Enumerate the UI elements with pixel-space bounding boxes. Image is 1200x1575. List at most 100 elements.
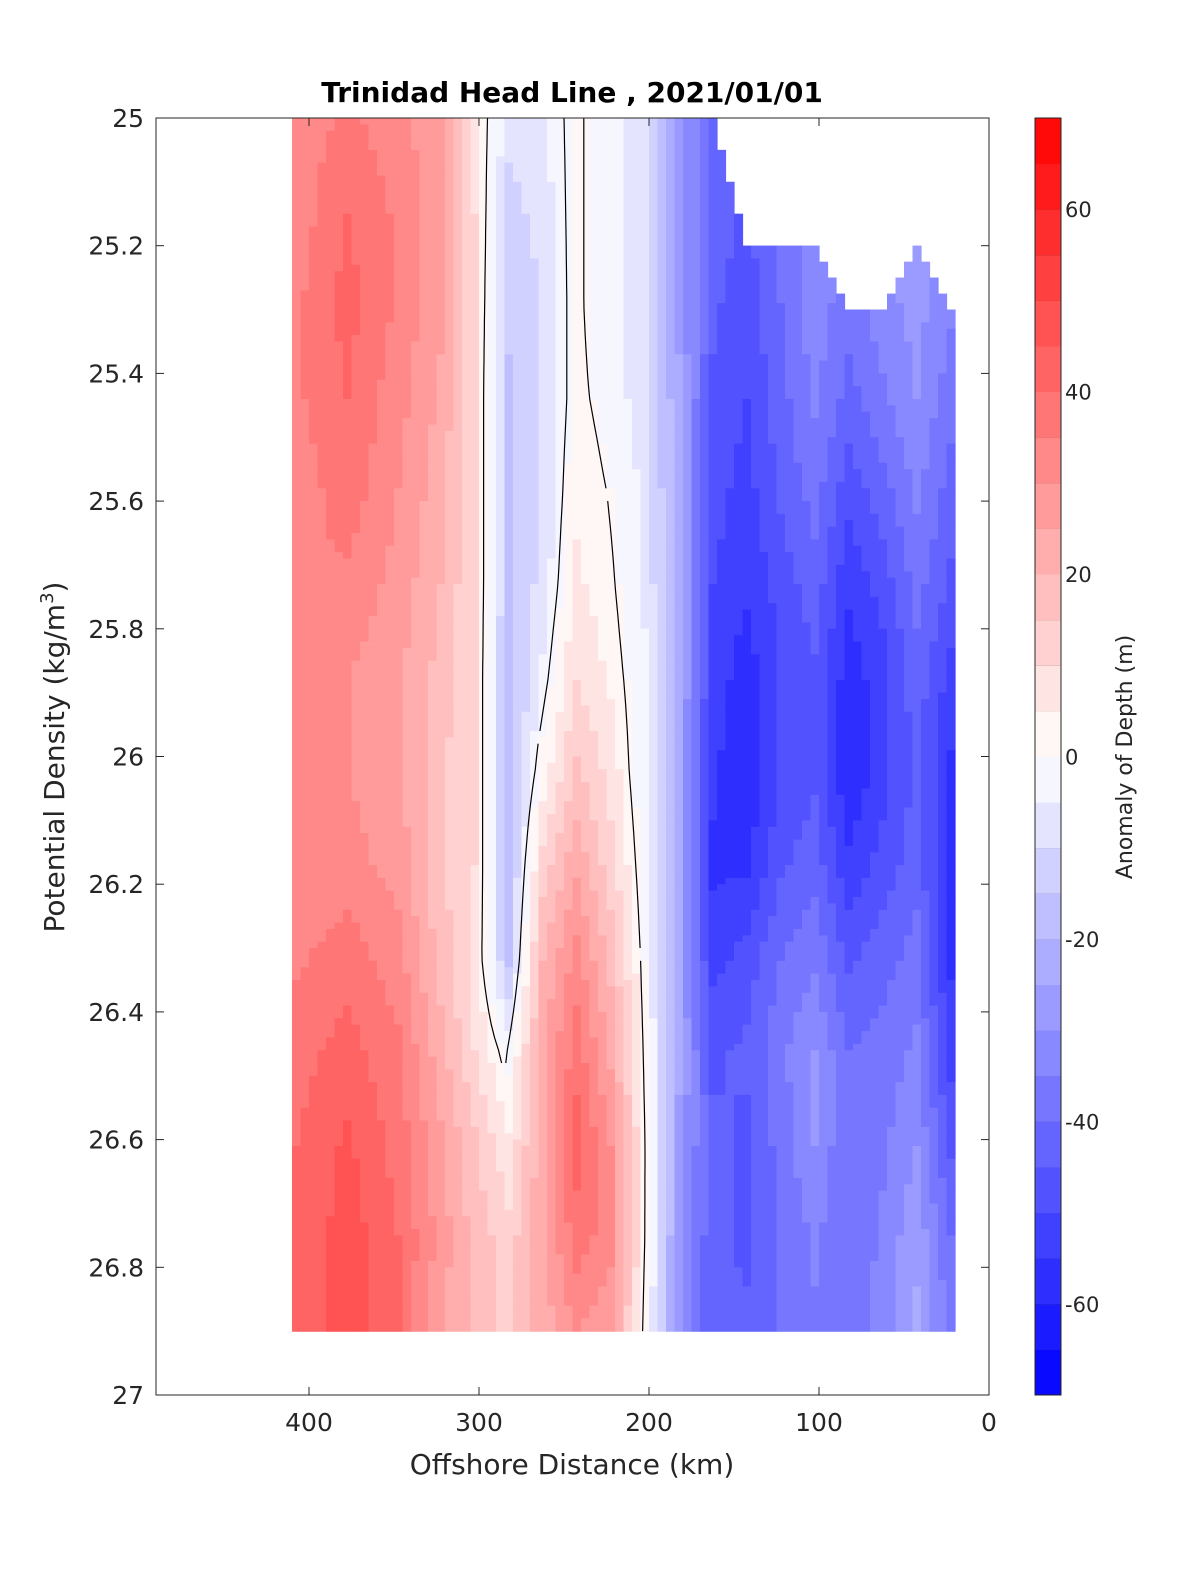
contour-cell bbox=[445, 890, 455, 898]
contour-cell bbox=[292, 660, 302, 668]
contour-cell bbox=[385, 418, 395, 426]
contour-cell bbox=[351, 909, 361, 917]
contour-cell bbox=[351, 284, 361, 291]
contour-cell bbox=[419, 1171, 429, 1179]
contour-cell bbox=[487, 322, 497, 330]
contour-cell bbox=[300, 999, 310, 1007]
contour-cell bbox=[385, 1152, 395, 1160]
contour-cell bbox=[402, 577, 412, 585]
contour-cell bbox=[419, 1209, 429, 1217]
contour-cell bbox=[385, 290, 395, 298]
contour-cell bbox=[411, 1075, 421, 1083]
contour-cell bbox=[428, 175, 438, 183]
contour-cell bbox=[419, 935, 429, 943]
contour-cell bbox=[317, 1043, 327, 1051]
contour-cell bbox=[343, 692, 353, 700]
contour-cell bbox=[368, 207, 378, 215]
contour-cell bbox=[470, 1158, 480, 1166]
contour-cell bbox=[504, 622, 514, 630]
contour-cell bbox=[462, 162, 472, 170]
contour-cell bbox=[351, 1260, 361, 1268]
contour-cell bbox=[504, 1260, 514, 1268]
contour-cell bbox=[487, 1094, 497, 1102]
contour-cell bbox=[317, 711, 327, 719]
contour-cell bbox=[334, 322, 344, 330]
contour-cell bbox=[300, 360, 310, 368]
contour-cell bbox=[504, 1171, 514, 1179]
contour-cell bbox=[292, 405, 302, 413]
contour-cell bbox=[487, 226, 497, 234]
contour-cell bbox=[394, 635, 404, 643]
contour-cell bbox=[436, 1280, 446, 1288]
contour-cell bbox=[504, 705, 514, 713]
contour-cell bbox=[360, 986, 370, 994]
contour-cell bbox=[292, 552, 302, 560]
contour-cell bbox=[479, 201, 489, 208]
contour-cell bbox=[385, 1133, 395, 1141]
contour-cell bbox=[326, 788, 336, 796]
contour-cell bbox=[487, 1018, 497, 1026]
contour-cell bbox=[419, 903, 429, 911]
contour-cell bbox=[504, 807, 514, 815]
contour-cell bbox=[385, 1171, 395, 1179]
contour-cell bbox=[360, 647, 370, 655]
contour-cell bbox=[445, 692, 455, 700]
contour-cell bbox=[368, 973, 378, 981]
contour-cell bbox=[360, 1248, 370, 1256]
contour-cell bbox=[419, 986, 429, 994]
contour-cell bbox=[326, 679, 336, 687]
contour-cell bbox=[309, 360, 319, 368]
contour-cell bbox=[309, 948, 319, 956]
contour-cell bbox=[419, 430, 429, 438]
contour-cell bbox=[300, 807, 310, 815]
contour-cell bbox=[436, 1018, 446, 1026]
contour-cell bbox=[385, 424, 395, 432]
contour-cell bbox=[300, 960, 310, 968]
contour-cell bbox=[317, 622, 327, 630]
contour-cell bbox=[470, 411, 480, 419]
contour-cell bbox=[445, 941, 455, 949]
contour-cell bbox=[385, 354, 395, 362]
contour-cell bbox=[402, 328, 412, 336]
contour-cell bbox=[317, 335, 327, 343]
contour-cell bbox=[368, 188, 378, 196]
contour-cell bbox=[317, 481, 327, 489]
contour-cell bbox=[368, 1145, 378, 1153]
contour-cell bbox=[394, 252, 404, 260]
contour-cell bbox=[292, 539, 302, 547]
contour-cell bbox=[470, 826, 480, 834]
contour-cell bbox=[360, 137, 370, 145]
contour-cell bbox=[385, 386, 395, 394]
contour-cell bbox=[428, 520, 438, 528]
contour-cell bbox=[445, 596, 455, 604]
contour-cell bbox=[394, 813, 404, 821]
contour-cell bbox=[309, 794, 319, 802]
contour-cell bbox=[470, 1120, 480, 1128]
contour-cell bbox=[334, 424, 344, 432]
contour-cell bbox=[462, 226, 472, 234]
contour-cell bbox=[419, 737, 429, 745]
contour-cell bbox=[377, 756, 387, 764]
contour-cell bbox=[360, 1024, 370, 1032]
contour-cell bbox=[385, 858, 395, 866]
contour-cell bbox=[300, 143, 310, 151]
contour-cell bbox=[479, 1050, 489, 1058]
contour-cell bbox=[402, 1145, 412, 1153]
contour-cell bbox=[487, 558, 497, 566]
contour-cell bbox=[394, 1241, 404, 1249]
contour-cell bbox=[317, 775, 327, 783]
contour-cell bbox=[334, 871, 344, 879]
contour-cell bbox=[300, 232, 310, 240]
contour-cell bbox=[360, 1069, 370, 1077]
contour-cell bbox=[385, 1177, 395, 1185]
contour-cell bbox=[351, 1069, 361, 1077]
contour-cell bbox=[292, 264, 302, 272]
contour-cell bbox=[300, 1305, 310, 1313]
contour-cell bbox=[462, 852, 472, 860]
contour-cell bbox=[309, 328, 319, 336]
contour-cell bbox=[377, 667, 387, 675]
contour-cell bbox=[436, 1248, 446, 1256]
contour-cell bbox=[428, 1241, 438, 1249]
contour-cell bbox=[309, 635, 319, 643]
contour-cell bbox=[453, 1260, 463, 1268]
